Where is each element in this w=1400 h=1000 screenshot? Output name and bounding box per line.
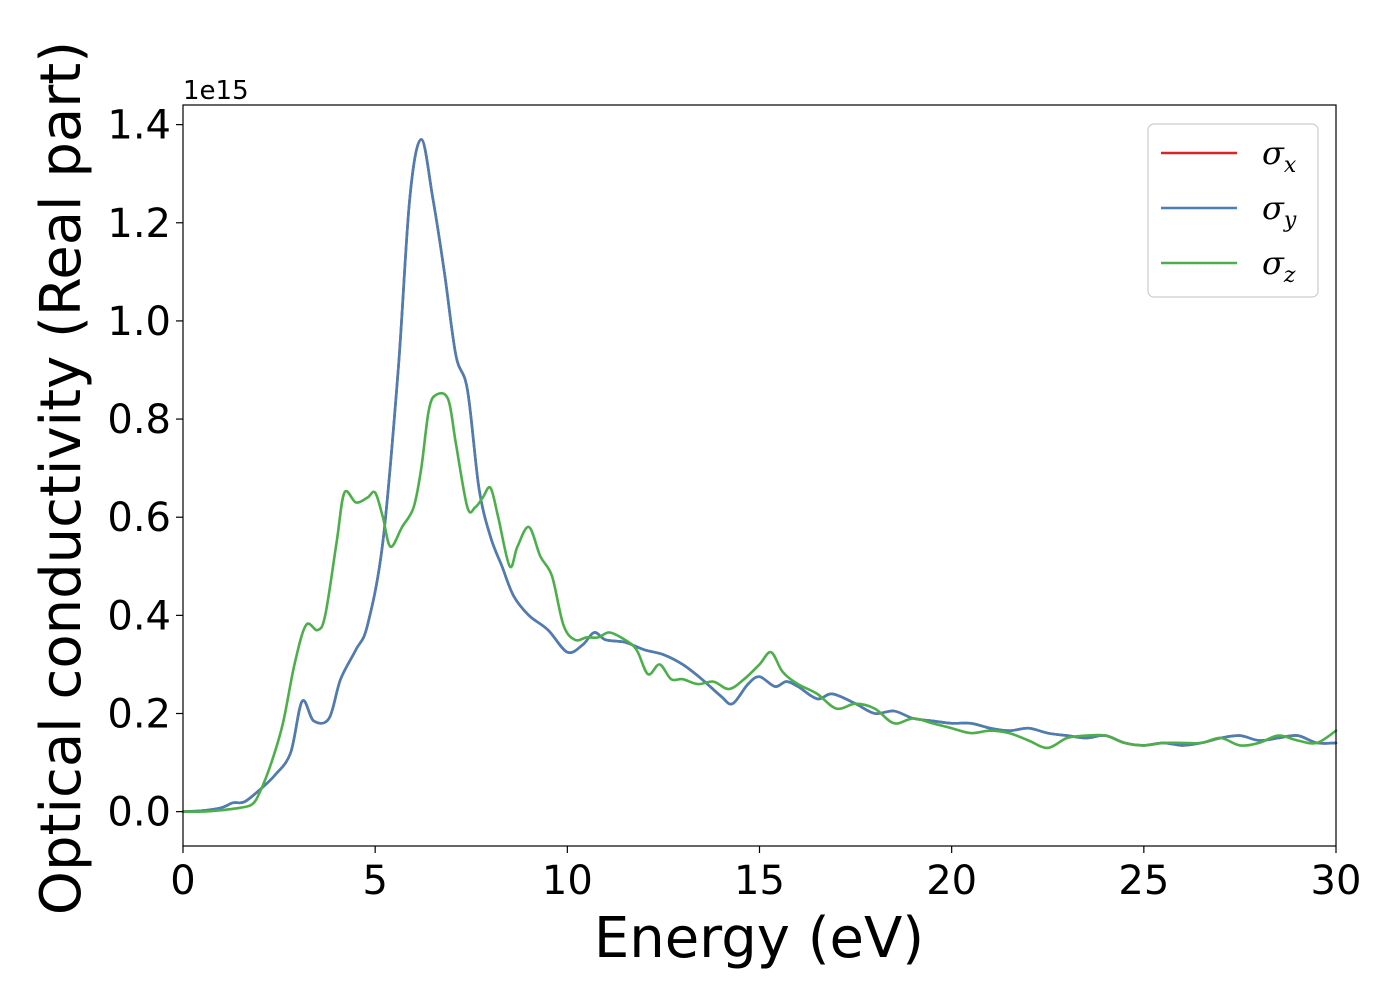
- legend-subscript: z: [1283, 263, 1296, 288]
- x-axis-label: Energy (eV): [594, 906, 924, 971]
- y-tick-label: 0.4: [107, 593, 171, 639]
- legend-subscript: y: [1283, 208, 1297, 233]
- y-offset-label: 1e15: [183, 76, 249, 106]
- x-tick-label: 0: [170, 858, 195, 904]
- x-tick-label: 5: [362, 858, 387, 904]
- y-axis: 0.0 0.2 0.4 0.6 0.8 1.0 1.2 1.4: [107, 103, 183, 836]
- x-tick-label: 30: [1311, 858, 1362, 904]
- y-tick-label: 0.8: [107, 397, 171, 443]
- y-tick-label: 1.4: [107, 103, 171, 149]
- x-tick-label: 15: [734, 858, 785, 904]
- x-tick-label: 25: [1118, 858, 1169, 904]
- legend-symbol: σ: [1262, 244, 1285, 282]
- legend-label-z: σz: [1262, 244, 1296, 288]
- legend-label-x: σx: [1262, 134, 1297, 178]
- y-tick-label: 1.2: [107, 201, 171, 247]
- legend-label-y: σy: [1262, 189, 1297, 233]
- legend-symbol: σ: [1262, 189, 1285, 227]
- x-tick-label: 10: [542, 858, 593, 904]
- y-tick-label: 1.0: [107, 299, 171, 345]
- x-axis: 0 5 10 15 20 25 30: [170, 846, 1361, 904]
- series-layer: [181, 138, 1338, 814]
- legend-subscript: x: [1284, 153, 1297, 178]
- y-tick-label: 0.0: [107, 790, 171, 836]
- series-line-z: [181, 391, 1338, 814]
- y-tick-label: 0.6: [107, 495, 171, 541]
- legend-box: [1147, 123, 1319, 298]
- y-tick-label: 0.2: [107, 692, 171, 738]
- legend-symbol: σ: [1262, 134, 1285, 172]
- x-tick-label: 20: [926, 858, 977, 904]
- y-axis-label: Optical conductivity (Real part): [29, 41, 94, 915]
